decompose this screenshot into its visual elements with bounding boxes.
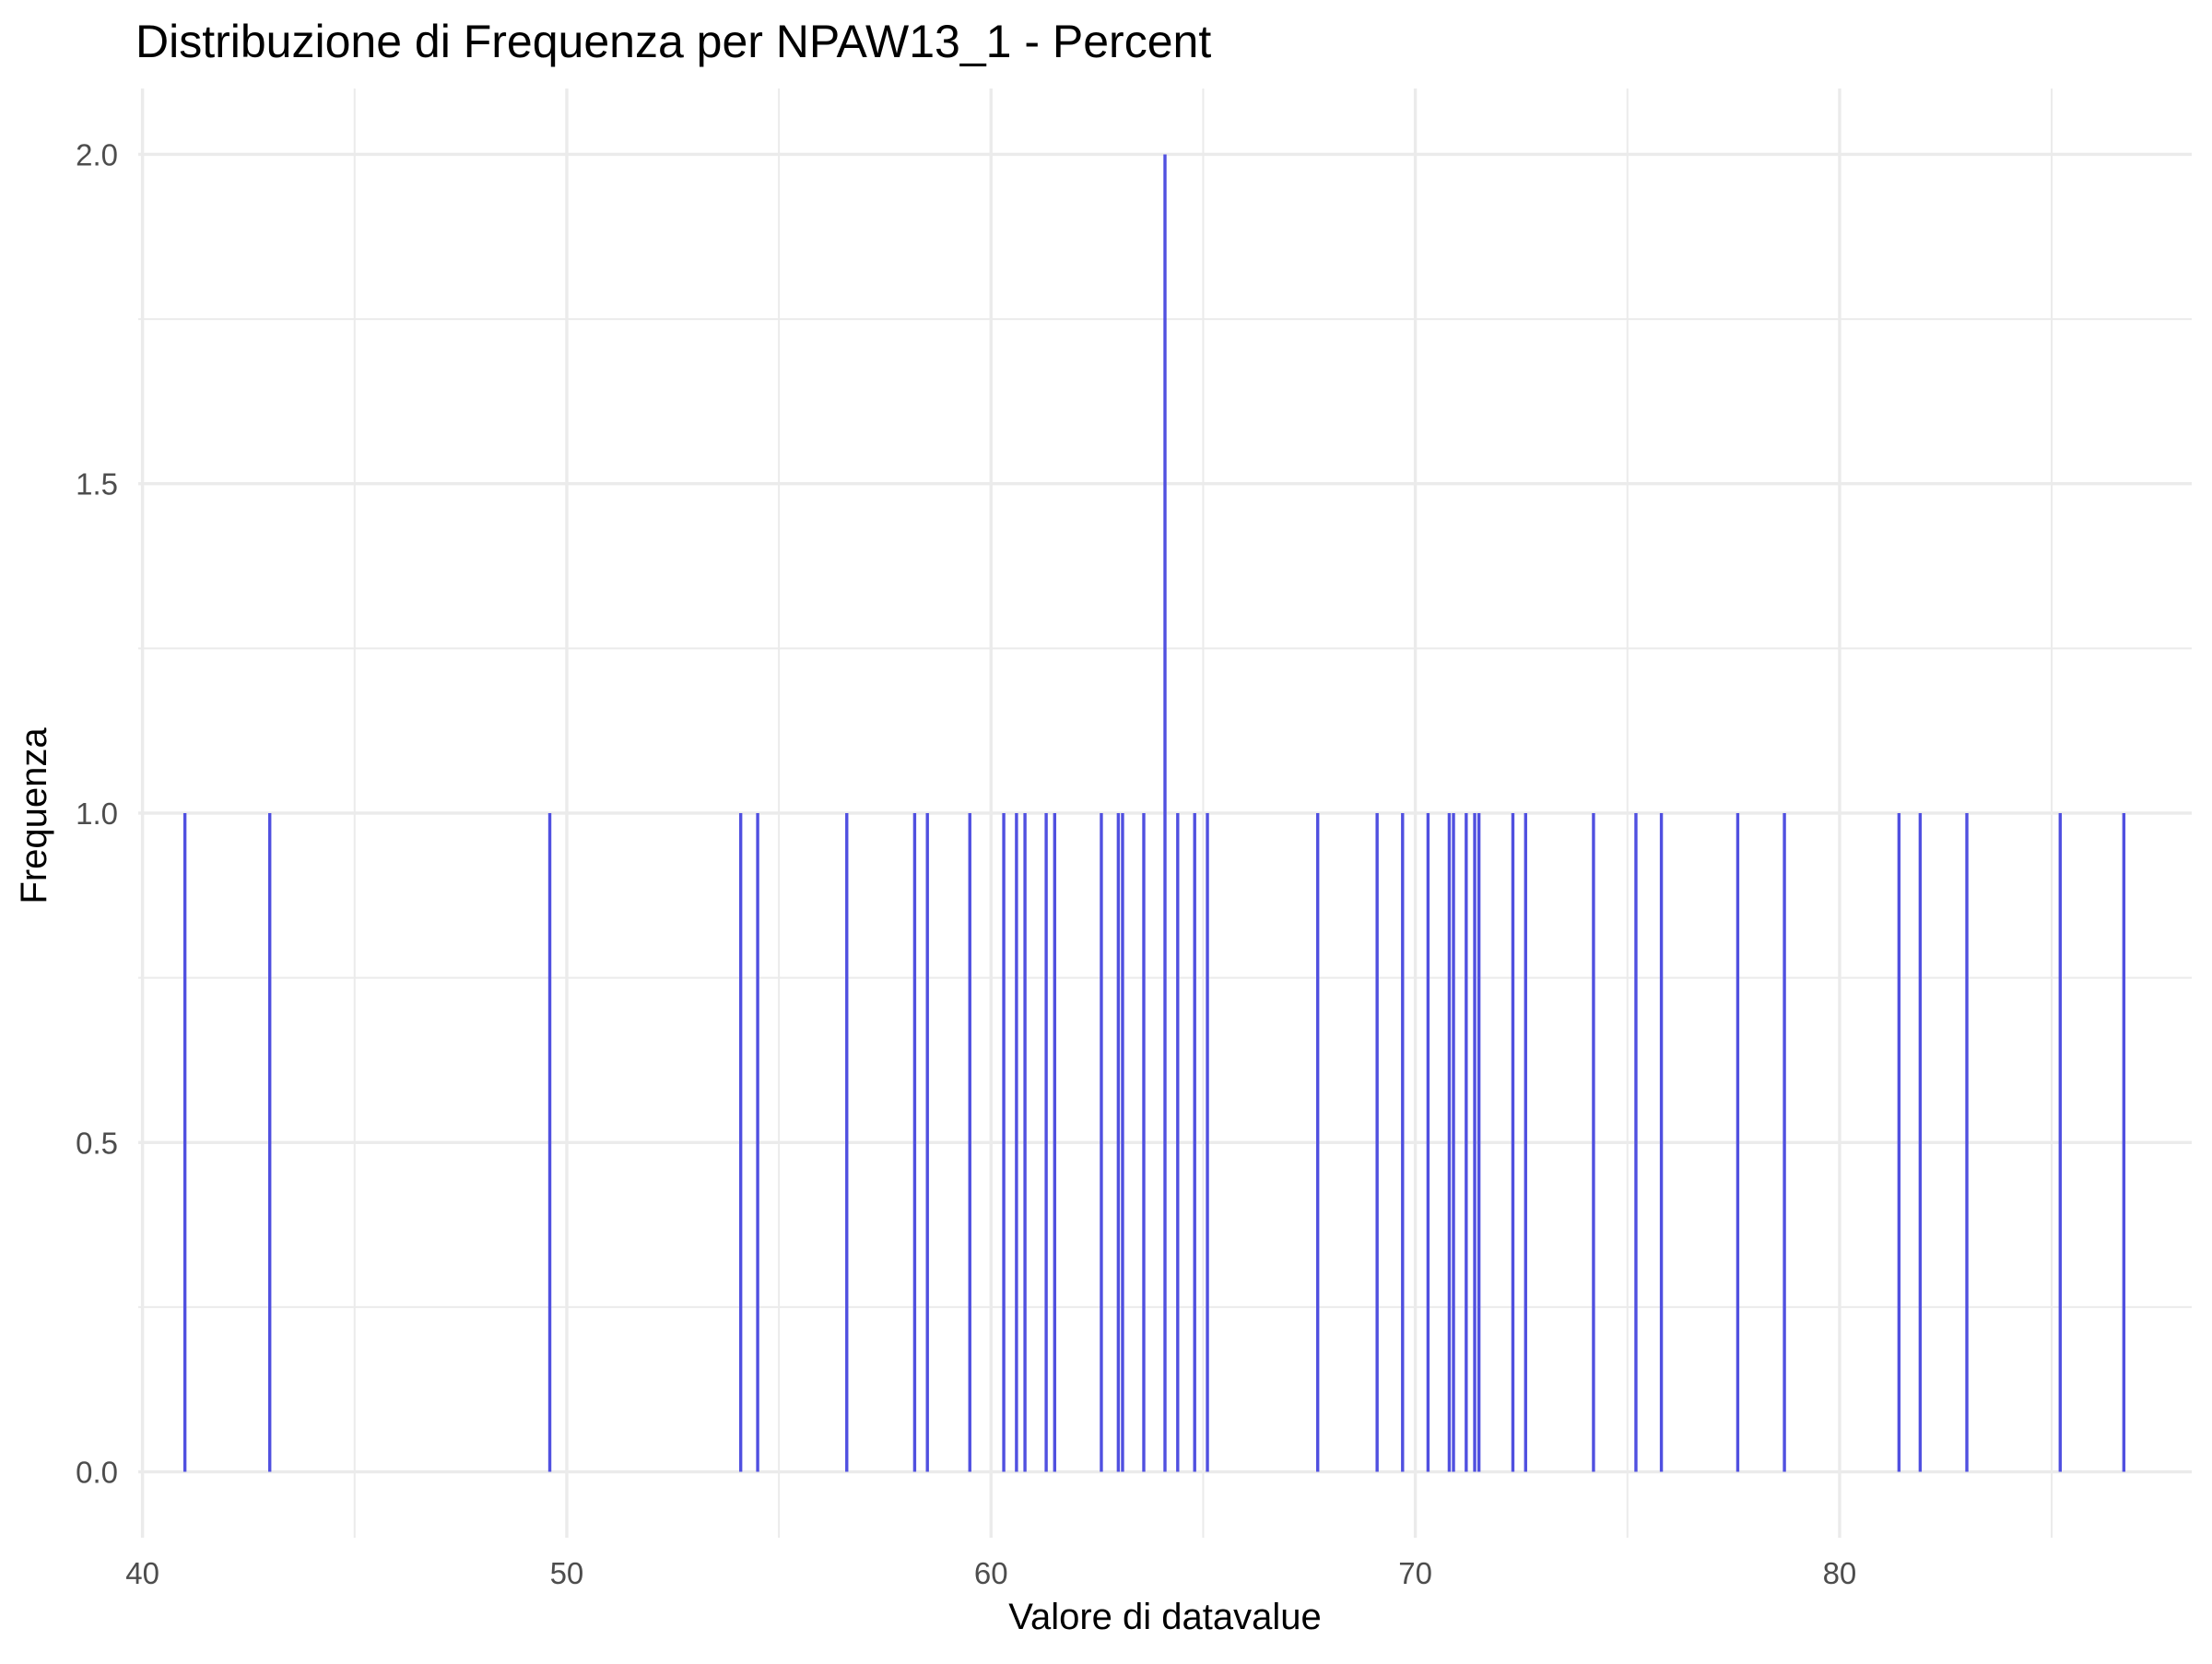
x-tick-label: 50: [550, 1556, 584, 1590]
x-tick-label: 60: [974, 1556, 1008, 1590]
y-axis-title: Frequenza: [14, 727, 54, 904]
y-tick-label: 0.5: [76, 1126, 118, 1160]
x-tick-label: 80: [1823, 1556, 1857, 1590]
y-tick-label: 0.0: [76, 1456, 118, 1490]
y-tick-label: 2.0: [76, 137, 118, 171]
y-tick-label: 1.0: [76, 797, 118, 831]
x-axis-title: Valore di datavalue: [1008, 1597, 1322, 1637]
y-axis-ticks: 0.0 0.5 1.0 1.5 2.0: [76, 137, 118, 1489]
x-tick-label: 40: [125, 1556, 159, 1590]
bars: [182, 154, 2126, 1472]
x-tick-label: 70: [1398, 1556, 1432, 1590]
x-axis-ticks: 40 50 60 70 80: [125, 1556, 1856, 1590]
chart-title: Distribuzione di Frequenza per NPAW13_1 …: [135, 16, 1211, 67]
y-tick-label: 1.5: [76, 467, 118, 502]
